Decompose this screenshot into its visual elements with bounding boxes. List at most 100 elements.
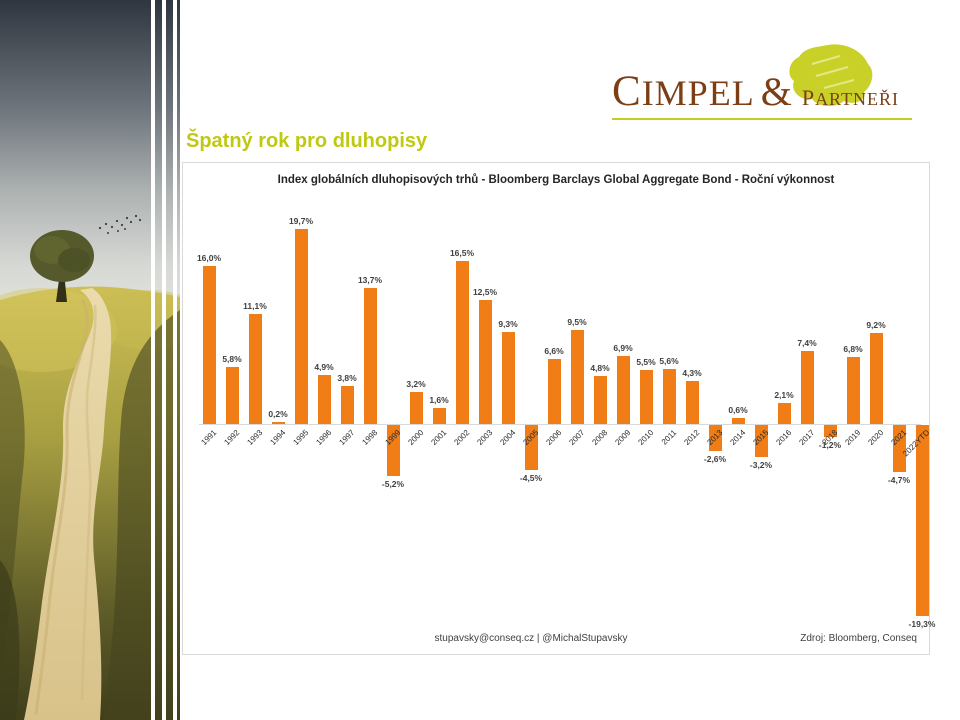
bar <box>708 425 722 451</box>
bar-value-label: -3,2% <box>749 459 773 470</box>
x-tick-label: 2007 <box>567 428 587 447</box>
bar <box>547 358 561 424</box>
bar-value-label: -1,2% <box>818 439 842 450</box>
bar-value-label: 13,7% <box>357 275 383 286</box>
bar <box>777 403 791 424</box>
x-tick-label: 1994 <box>268 428 288 447</box>
company-logo: CIMPEL & PARTNEŘI <box>612 44 912 120</box>
x-tick-label: 1992 <box>222 428 242 447</box>
bar-value-label: 6,6% <box>544 345 564 356</box>
x-tick-label: 2002 <box>452 428 472 447</box>
x-tick-label: 2001 <box>429 428 449 447</box>
bar-value-label: 12,5% <box>472 287 498 298</box>
x-tick-label: 2011 <box>659 428 679 447</box>
bar-value-label: 16,5% <box>449 247 475 258</box>
bar <box>524 425 538 470</box>
slide-title: Špatný rok pro dluhopisy <box>186 130 428 152</box>
bar <box>317 375 331 424</box>
bar <box>892 425 906 472</box>
bar-value-label: 4,9% <box>314 362 334 373</box>
bar-value-label: 11,1% <box>243 301 267 312</box>
logo-ampersand: & <box>760 69 792 114</box>
bar <box>386 425 400 477</box>
bar-value-label: 3,2% <box>406 379 426 390</box>
chart-panel: Index globálních dluhopisových trhů - Bl… <box>182 162 936 655</box>
bar <box>225 366 239 424</box>
bar <box>294 228 308 424</box>
x-tick-label: 1998 <box>360 428 380 447</box>
x-tick-label: 2000 <box>406 428 426 447</box>
bar-value-label: 9,3% <box>498 318 518 329</box>
bar <box>363 288 377 424</box>
bar-value-label: 4,8% <box>590 363 610 374</box>
x-tick-label: 2008 <box>590 428 610 447</box>
logo-main-name: CIMPEL <box>612 68 755 115</box>
landscape-photo <box>0 0 180 720</box>
bar <box>501 331 515 424</box>
bar <box>800 350 814 424</box>
tree-icon <box>30 230 94 302</box>
bar-value-label: 0,2% <box>268 409 288 420</box>
birds-icon <box>98 214 142 234</box>
bar <box>432 408 446 424</box>
bar-value-label: -4,7% <box>887 474 911 485</box>
x-tick-label: 1995 <box>291 428 311 447</box>
bar <box>593 376 607 424</box>
plot-area: 16,0% 1991 5,8% 1992 11,1% 1993 0,2% 1994 19,7% 1… <box>183 163 936 654</box>
x-tick-label: 2014 <box>728 428 748 447</box>
chart-footer-source: Zdroj: Bloomberg, Conseq <box>800 633 917 644</box>
x-tick-label: 2010 <box>636 428 656 447</box>
bar-value-label: 9,2% <box>866 319 886 330</box>
landscape-photo-image <box>0 0 180 720</box>
bar <box>662 368 676 424</box>
bar-value-label: 2,1% <box>774 390 794 401</box>
bar-value-label: 19,7% <box>288 215 314 226</box>
x-tick-label: 2020 <box>866 428 886 447</box>
logo-underline <box>612 118 912 120</box>
logo-text: CIMPEL & PARTNEŘI <box>612 67 899 116</box>
x-tick-label: 2012 <box>682 428 702 447</box>
bar <box>409 392 423 424</box>
bar <box>685 381 699 424</box>
bar-value-label: -4,5% <box>519 472 543 483</box>
bar <box>869 332 883 424</box>
bar <box>731 418 745 424</box>
x-tick-label: 1993 <box>245 428 265 447</box>
chart-title: Index globálních dluhopisových trhů - Bl… <box>277 174 835 186</box>
bar-value-label: 4,3% <box>682 368 702 379</box>
x-tick-label: 1997 <box>337 428 357 447</box>
bar <box>616 355 630 424</box>
bar <box>248 314 262 424</box>
bar <box>271 422 285 424</box>
bar <box>340 386 354 424</box>
bar <box>202 265 216 424</box>
bar-value-label: 7,4% <box>797 337 817 348</box>
bar-value-label: 9,5% <box>567 316 587 327</box>
bar-value-label: 5,8% <box>222 353 242 364</box>
x-tick-label: 2004 <box>498 428 518 447</box>
bar <box>570 329 584 424</box>
divider-line <box>173 0 177 720</box>
bar <box>754 425 768 457</box>
bar <box>478 300 492 424</box>
x-axis-line <box>199 424 921 425</box>
bar-value-label: -19,3% <box>908 619 936 630</box>
chart-footer-contact: stupavsky@conseq.cz | @MichalStupavsky <box>434 633 628 644</box>
bar-value-label: 6,8% <box>843 343 863 354</box>
bar <box>639 369 653 424</box>
bar-value-label: 5,5% <box>636 356 656 367</box>
bar <box>846 356 860 424</box>
bar-value-label: 1,6% <box>429 395 449 406</box>
x-tick-label: 2016 <box>774 428 794 447</box>
bar <box>915 425 929 617</box>
bar-value-label: 3,8% <box>337 373 357 384</box>
logo-leaf-icon <box>789 44 873 106</box>
bar <box>823 425 837 437</box>
bar-value-label: 16,0% <box>196 252 222 263</box>
x-tick-label: 2009 <box>613 428 633 447</box>
logo-sub-name: PARTNEŘI <box>801 85 899 110</box>
divider-line <box>162 0 166 720</box>
bar <box>455 260 469 424</box>
x-tick-label: 1991 <box>199 428 219 447</box>
bar-value-label: -2,6% <box>703 453 727 464</box>
